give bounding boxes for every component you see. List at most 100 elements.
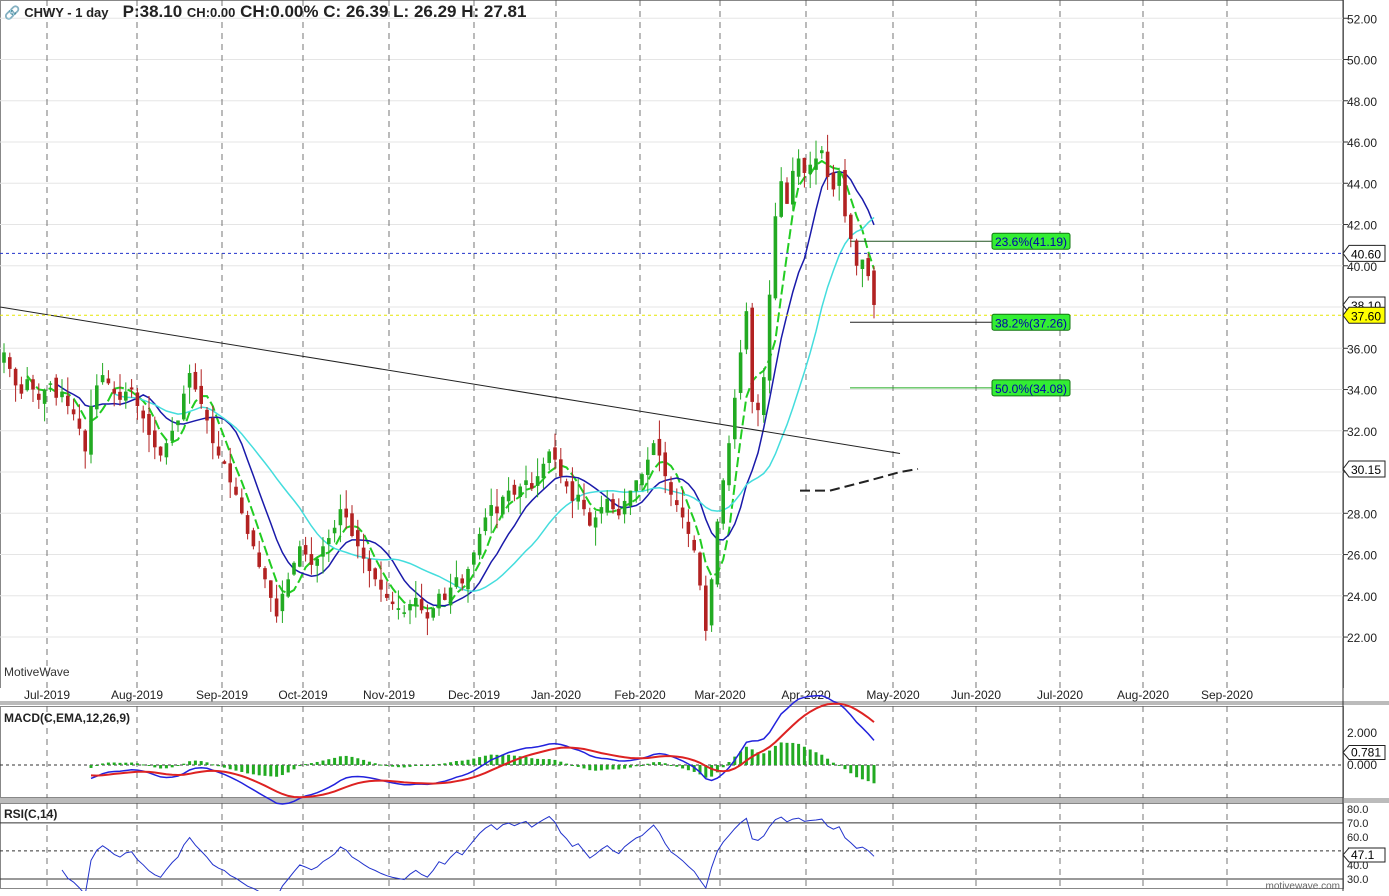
fib-label: 23.6%(41.19) — [995, 235, 1067, 249]
macd-histogram-bar — [559, 761, 563, 765]
candle-body — [48, 383, 53, 385]
macd-histogram-bar — [466, 759, 470, 765]
candle-body — [89, 406, 93, 455]
candle-body — [158, 446, 163, 456]
fib-label: 50.0%(34.08) — [995, 382, 1067, 396]
candle-body — [651, 443, 656, 456]
candle-body — [71, 409, 76, 415]
low-readout: L: 26.29 — [393, 2, 457, 21]
candle-body — [402, 612, 406, 614]
change-readout: CH:0.00 — [186, 5, 236, 20]
macd-histogram-bar — [710, 765, 714, 777]
pane-splitter[interactable] — [0, 798, 1389, 803]
price-marker — [1342, 460, 1386, 478]
candle-body — [727, 443, 731, 486]
x-tick-label: Mar-2020 — [694, 688, 746, 702]
macd-histogram-bar — [704, 765, 708, 778]
candle-body — [843, 169, 847, 217]
price-axis[interactable]: 52.0050.0048.0046.0044.0042.0040.0038.00… — [1343, 12, 1377, 645]
x-tick-label: Dec-2019 — [448, 688, 500, 702]
macd-histogram-bar — [623, 765, 627, 769]
macd-histogram-bar — [570, 765, 574, 766]
candle-body — [611, 499, 615, 510]
macd-histogram-bar — [234, 765, 238, 771]
candle-body — [721, 480, 725, 524]
candle-body — [42, 389, 47, 404]
macd-histogram-bar — [362, 759, 366, 765]
candle-body — [135, 392, 140, 407]
macd-histogram-bar — [855, 765, 859, 778]
candle-body — [675, 500, 679, 506]
candle-body — [361, 547, 366, 559]
link-icon[interactable]: 🔗 — [4, 5, 21, 20]
x-tick-label: Aug-2019 — [111, 688, 163, 702]
macd-histogram-bar — [646, 763, 650, 765]
macd-histogram-bar — [182, 763, 186, 765]
x-tick-label: May-2020 — [866, 688, 920, 702]
macd-histogram-bar — [808, 749, 812, 765]
macd-histogram-bar — [391, 765, 395, 767]
candle-body — [414, 597, 418, 607]
candle-body — [472, 552, 476, 565]
close-readout: C: 26.39 — [323, 2, 389, 21]
macd-histogram-bar — [118, 762, 122, 765]
macd-histogram-bar — [159, 765, 163, 769]
time-axis[interactable]: Jul-2019 Aug-2019 Sep-2019 Oct-2019 Nov-2019… — [24, 688, 1253, 702]
macd-histogram-bar — [820, 754, 824, 765]
candle-body — [425, 612, 430, 619]
candle-body — [657, 438, 662, 456]
candle-body — [622, 500, 627, 515]
candle-body — [234, 486, 238, 495]
candle-body — [124, 391, 128, 401]
candle-body — [327, 538, 331, 545]
watermark: MotiveWave — [4, 665, 70, 679]
candle-body — [704, 585, 708, 631]
candle-body — [269, 580, 273, 598]
macd-histogram-bar — [298, 765, 302, 767]
macd-histogram-bar — [112, 762, 116, 765]
candle-body — [280, 593, 285, 612]
candle-body — [222, 461, 227, 464]
y-tick-label: 24.00 — [1347, 590, 1377, 604]
candle-body — [866, 258, 870, 277]
candle-body — [431, 608, 435, 618]
candle-body — [663, 452, 667, 477]
candle-body — [199, 385, 203, 404]
macd-histogram-bar — [553, 759, 557, 765]
macd-histogram-bar — [217, 765, 221, 767]
candle-body — [686, 521, 691, 534]
ma-mid-line — [55, 170, 875, 607]
macd-histogram-bar — [199, 761, 203, 765]
macd-histogram-bar — [536, 758, 540, 765]
macd-histogram-bar — [333, 757, 337, 765]
candle-body — [25, 379, 29, 391]
candle-body — [263, 568, 267, 580]
candle-body — [251, 530, 256, 547]
price-marker — [1342, 244, 1386, 262]
macd-histogram-bar — [507, 754, 511, 765]
candle-body — [541, 463, 546, 479]
macd-histogram-bar — [420, 765, 424, 766]
pane-splitter[interactable] — [0, 701, 1389, 705]
macd-histogram-bar — [837, 764, 841, 766]
candle-body — [535, 476, 540, 486]
macd-histogram-bar — [843, 765, 847, 770]
macd-histogram-bar — [686, 765, 690, 771]
rsi-marker-label: 47.1 — [1351, 848, 1375, 862]
macd-histogram-bar — [228, 765, 232, 770]
candle-body — [408, 604, 412, 611]
macd-histogram-bar — [547, 759, 551, 765]
macd-histogram-bar — [211, 764, 215, 766]
macd-histogram-bar — [582, 765, 586, 769]
macd-histogram-bar — [814, 752, 818, 765]
macd-histogram-bar — [269, 765, 273, 777]
candle-body — [419, 599, 424, 611]
y-tick-label: 26.00 — [1347, 549, 1377, 563]
macd-histogram-bar — [251, 765, 255, 775]
candle-body — [692, 539, 696, 551]
macd-histogram-bar — [727, 762, 731, 765]
candle-body — [576, 494, 580, 502]
y-tick-label: 52.00 — [1347, 12, 1377, 26]
candle-body — [338, 509, 343, 526]
